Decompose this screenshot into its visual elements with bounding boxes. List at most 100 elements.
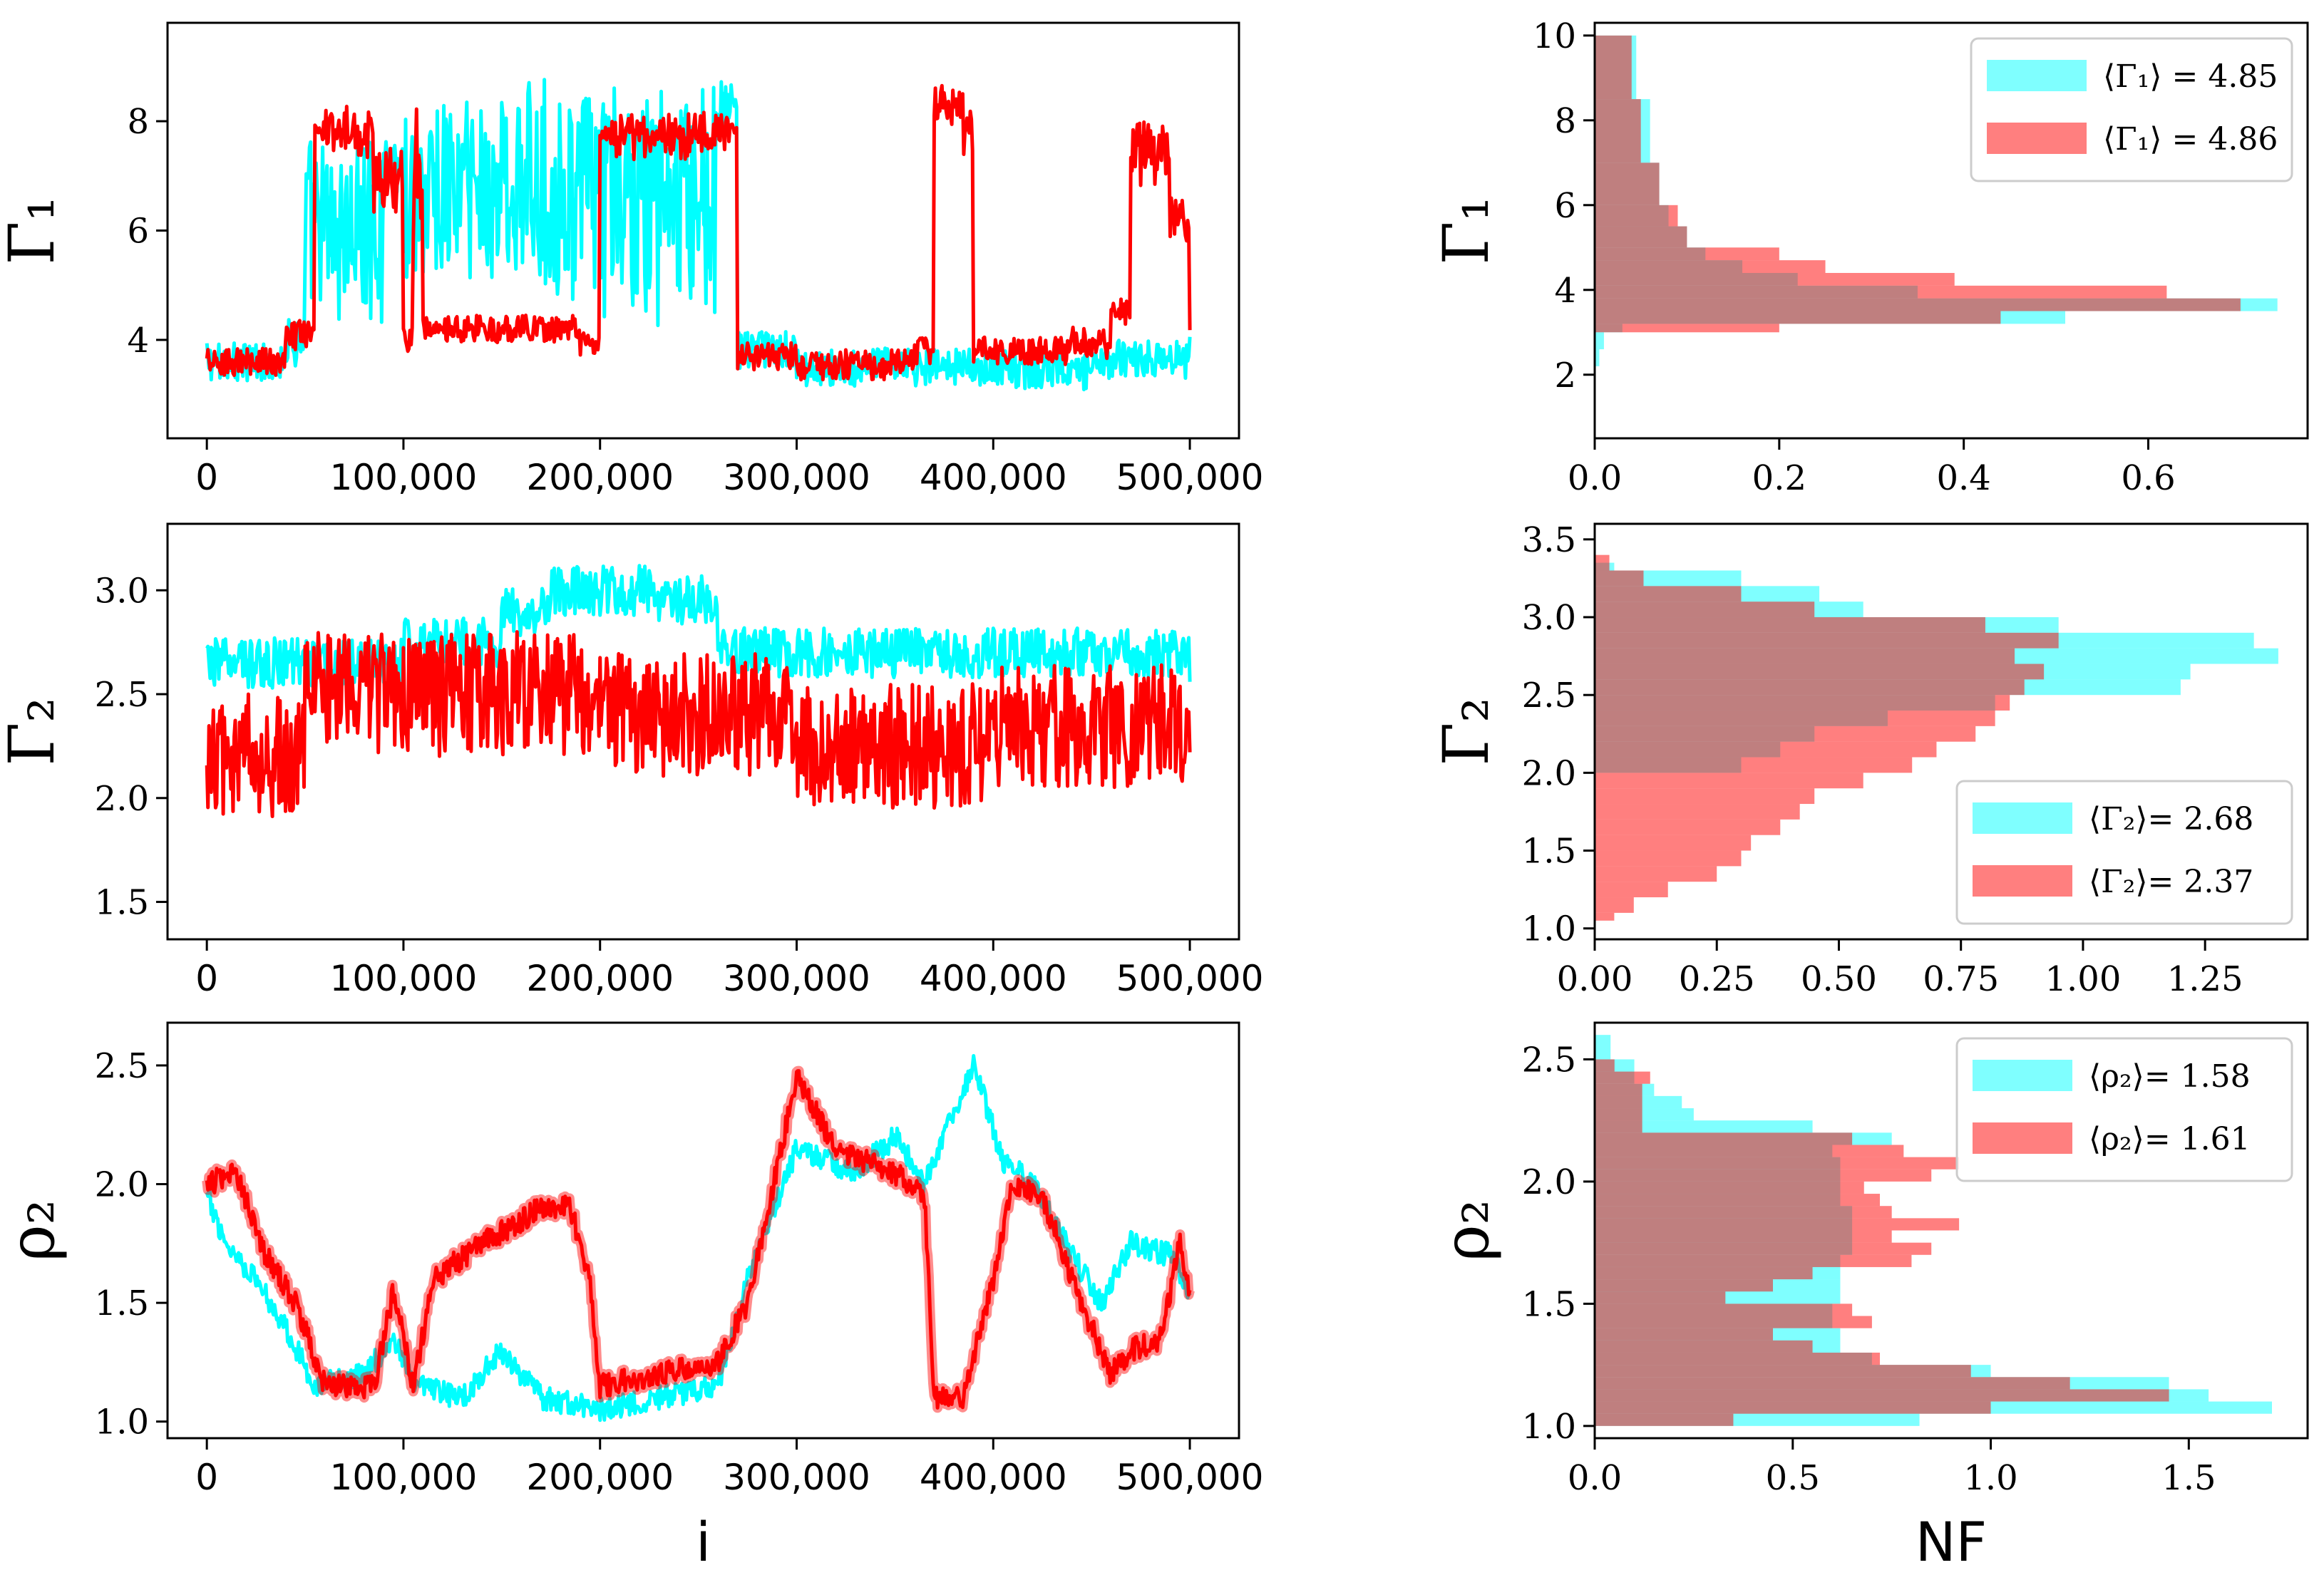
series-red-bars <box>1595 35 2241 333</box>
hist-bar <box>1595 260 1826 273</box>
y-axis-label: Γ₁ <box>0 196 68 264</box>
y-axis-label: Γ₂ <box>0 697 68 765</box>
series-red-line <box>205 83 1192 382</box>
hist-bar <box>1595 1291 1726 1304</box>
plot-area <box>205 564 1192 818</box>
hist-bar <box>1595 1377 2070 1390</box>
x-tick-label: 500,000 <box>1116 457 1264 498</box>
hist-bar <box>1595 664 2045 680</box>
y-tick-label: 1.0 <box>1522 909 1576 949</box>
x-tick-label: 1.25 <box>2167 959 2243 999</box>
x-tick-label: 300,000 <box>723 958 870 999</box>
hist-bar <box>1595 617 1985 633</box>
plot-frame <box>1593 1021 2309 1440</box>
x-tick-label: 200,000 <box>526 958 674 999</box>
plot-area <box>205 78 1192 392</box>
hist-bar <box>1595 1413 1734 1426</box>
hist-bar <box>1595 285 2167 299</box>
hist-bar <box>1595 1145 1904 1157</box>
hist-bar <box>1595 324 1779 333</box>
hist-bar <box>1595 205 1678 227</box>
y-axis-label: Γ₂ <box>1429 697 1503 765</box>
hist-bar <box>1595 773 1863 789</box>
legend: ⟨Γ₁⟩ = 4.85 ⟨Γ₁⟩ = 4.86 <box>1970 37 2293 182</box>
hist-bar <box>1595 247 1779 261</box>
panel-hist_gamma2: 0.00 0.25 0.50 0.75 1.00 1.25 1.0 1.5 2.0 2.5 3.0 3… <box>1429 520 2309 999</box>
x-tick-label: 1.00 <box>2045 959 2121 999</box>
y-axis-label: Γ₁ <box>1429 196 1503 264</box>
hist-bar <box>1595 835 1752 851</box>
plot-area <box>1595 554 2278 921</box>
legend-label-cyan: ⟨Γ₁⟩ = 4.85 <box>2103 58 2278 95</box>
x-tick-label: 300,000 <box>723 457 870 498</box>
x-tick-label: 300,000 <box>723 1457 870 1498</box>
x-tick-label: 1.5 <box>2161 1458 2216 1498</box>
plot-frame <box>1593 21 2309 440</box>
hist-bar <box>1595 1303 1853 1316</box>
plot-area <box>1595 35 2278 366</box>
hist-bar <box>1595 1181 1864 1194</box>
x-tick-label: 1.0 <box>1963 1458 2017 1498</box>
hist-bar <box>1595 1059 1615 1072</box>
x-tick-label: 0.00 <box>1557 959 1633 999</box>
plot-frame <box>1593 522 2309 941</box>
y-tick-label: 8 <box>1554 101 1576 141</box>
y-tick-label: 6 <box>1554 186 1576 226</box>
x-tick-label: 400,000 <box>920 457 1067 498</box>
hist-bar <box>1595 804 1800 820</box>
hist-bar <box>1595 349 1600 366</box>
y-axis-label: ρ₂ <box>1429 1199 1503 1261</box>
y-tick-label: 2.0 <box>1522 1162 1576 1202</box>
axes-trace_gamma2: 0 100,000 200,000 300,000 400,000 500,000 1.5 2… <box>0 522 1263 999</box>
y-tick-label: 2 <box>1554 356 1576 396</box>
legend: ⟨ρ₂⟩= 1.58 ⟨ρ₂⟩= 1.61 <box>1955 1037 2293 1182</box>
hist-bar <box>1595 272 1955 286</box>
hist-bar <box>1595 1035 1611 1060</box>
axes-trace_gamma1: 0 100,000 200,000 300,000 400,000 500,000 4 6 8 Γ… <box>0 21 1264 498</box>
y-tick-label: 1.5 <box>1522 1284 1576 1324</box>
y-axis-label: ρ₂ <box>0 1199 68 1261</box>
hist-bar <box>1595 226 1687 248</box>
legend: ⟨Γ₂⟩= 2.68 ⟨Γ₂⟩= 2.37 <box>1955 780 2293 925</box>
hist-bar <box>1595 850 1742 867</box>
hist-bar <box>1595 1266 1813 1280</box>
x-tick-label: 100,000 <box>330 1457 478 1498</box>
hist-bar <box>1595 1120 1813 1133</box>
axes-hist_gamma2: 0.00 0.25 0.50 0.75 1.00 1.25 1.0 1.5 2.0 2.5 3.0 3… <box>1429 520 2309 999</box>
x-tick-label: 0.4 <box>1936 458 1990 498</box>
x-axis-label: i <box>696 1510 711 1574</box>
hist-bar <box>1595 35 1632 100</box>
y-tick-label: 1.5 <box>95 1284 149 1323</box>
hist-bar <box>1595 601 1815 618</box>
hist-bar <box>1595 1194 1880 1207</box>
x-tick-label: 100,000 <box>330 958 478 999</box>
hist-bar <box>1595 1230 1892 1243</box>
hist-bar <box>1595 711 1995 726</box>
y-tick-label: 2.5 <box>95 675 149 715</box>
y-tick-label: 8 <box>127 102 149 142</box>
y-tick-label: 2.5 <box>1522 676 1576 716</box>
hist-bar <box>1595 726 1976 742</box>
y-tick-label: 1.5 <box>1522 832 1576 872</box>
plot-area <box>1595 1035 2272 1426</box>
series-red-line <box>205 1069 1192 1410</box>
x-tick-label: 0.75 <box>1923 959 1999 999</box>
x-tick-label: 500,000 <box>1116 1457 1264 1498</box>
hist-bar <box>1595 1365 1971 1378</box>
legend-swatch-cyan <box>1987 60 2087 91</box>
hist-bar <box>1595 897 1634 913</box>
legend-label-cyan: ⟨ρ₂⟩= 1.58 <box>2089 1058 2251 1095</box>
x-axis-label: NF <box>1916 1510 1988 1574</box>
hist-bar <box>1595 1071 1650 1084</box>
plot-frame <box>166 21 1240 440</box>
series-red-bars <box>1595 1059 2169 1426</box>
plot-area <box>202 1054 1195 1422</box>
x-tick-label: 0.25 <box>1679 959 1755 999</box>
y-tick-label: 3.0 <box>95 571 149 611</box>
panel-trace_rho2: 0 100,000 200,000 300,000 400,000 500,000 1.0 1… <box>0 1021 1264 1574</box>
series-red-bars <box>1595 554 2059 921</box>
axes-hist_gamma1: 0.0 0.2 0.4 0.6 2 4 6 8 10 Γ₁ <box>1429 16 2309 498</box>
legend-swatch-red <box>1987 123 2087 154</box>
